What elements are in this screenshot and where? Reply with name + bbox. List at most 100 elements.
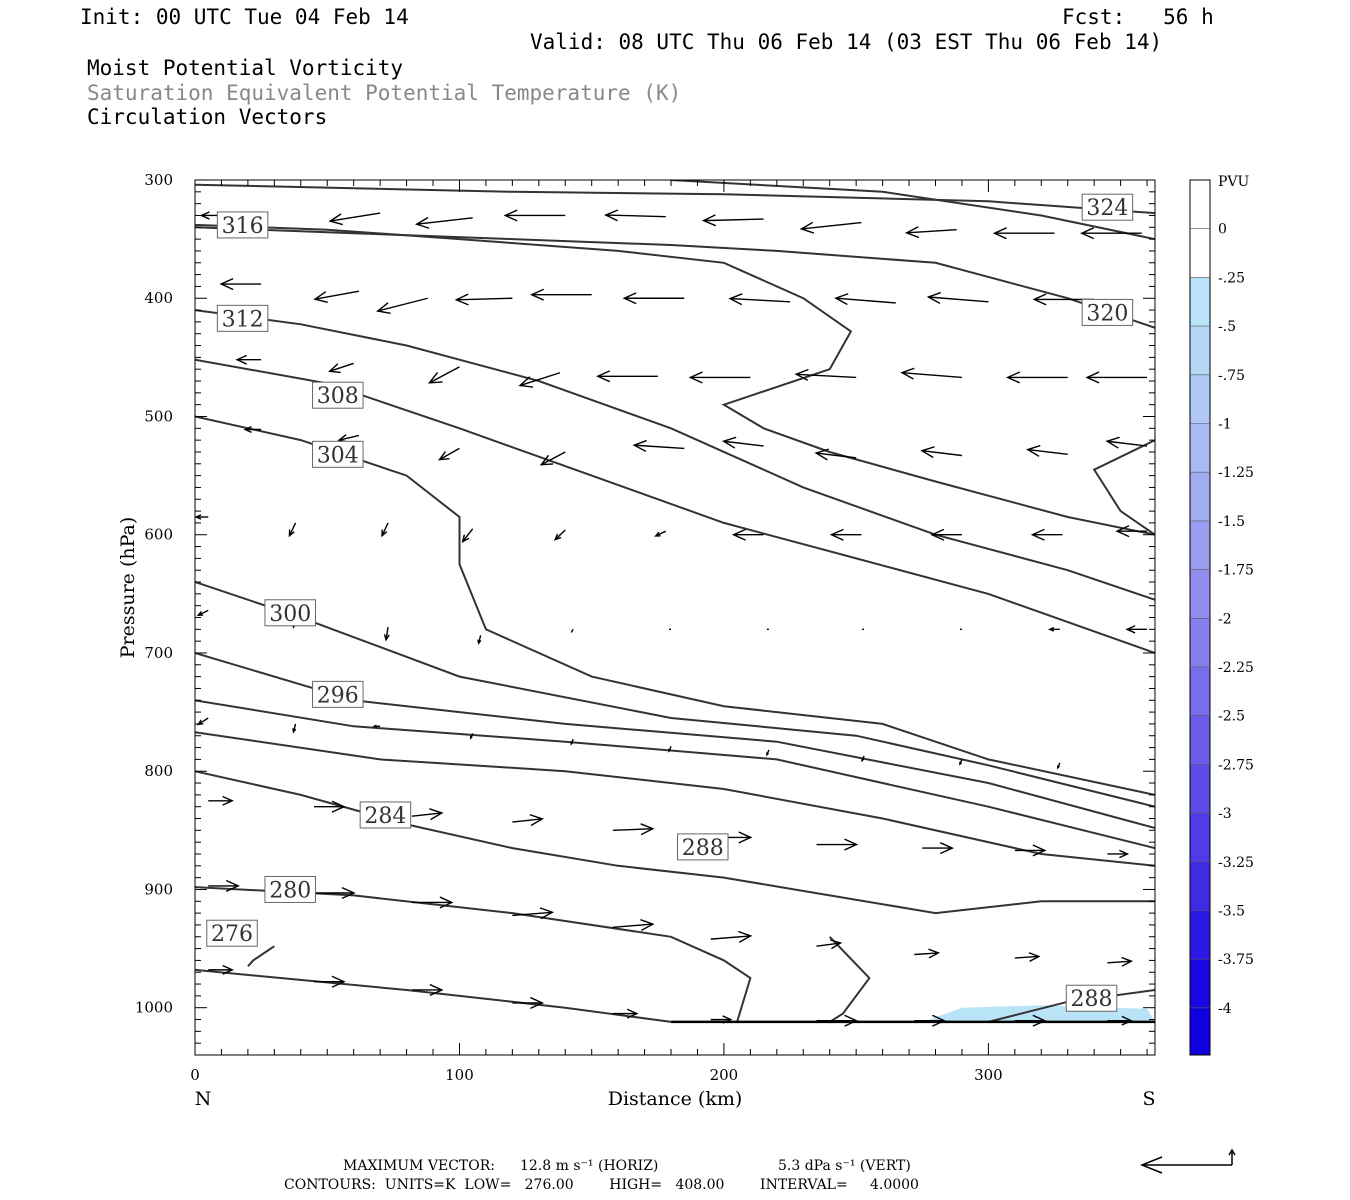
colorbar-swatch: [1190, 910, 1210, 960]
colorbar-label: -2: [1218, 611, 1232, 627]
circulation-vector-head: [530, 996, 545, 1010]
circulation-vector-head: [383, 634, 390, 642]
circulation-vector: [816, 942, 841, 947]
contour-line-288: [195, 731, 1155, 867]
colorbar-swatch: [1190, 861, 1210, 911]
y-tick-label: 900: [144, 880, 173, 898]
contour-label-288: 288: [1071, 987, 1113, 1012]
circulation-vector-head: [1105, 436, 1120, 449]
circulation-vector: [381, 522, 389, 537]
circulation-vector: [655, 530, 667, 537]
circulation-vector: [928, 296, 989, 303]
circulation-vector: [338, 434, 360, 441]
mpv-shading-area: [922, 1005, 1155, 1022]
circulation-vector-head: [1032, 293, 1047, 306]
circulation-vector: [1107, 960, 1132, 964]
contour-label-box: [216, 211, 269, 239]
circulation-vector-head: [570, 741, 574, 746]
circulation-vector-head: [439, 896, 454, 909]
circulation-vector-head: [1048, 626, 1055, 632]
contour-label-box: [216, 304, 269, 332]
circulation-vector-head: [372, 724, 377, 729]
contour-line-276: [195, 968, 672, 1023]
field-title-mpv: Moist Potential Vorticity: [87, 56, 404, 80]
forecast-hour: Fcst: 56 h: [1062, 5, 1214, 29]
circulation-vector-head: [1028, 952, 1041, 963]
circulation-vector: [540, 451, 566, 466]
colorbar-label: -3.75: [1218, 952, 1254, 968]
colorbar-label: 0: [1218, 222, 1227, 238]
circulation-vector: [730, 297, 791, 303]
contour-line-280: [195, 886, 752, 1023]
y-tick-label: 500: [144, 407, 173, 425]
colorbar-label: -1.25: [1218, 465, 1254, 481]
circulation-vector: [1014, 955, 1039, 959]
colorbar-label: -3.25: [1218, 855, 1254, 871]
circulation-vector-head: [539, 454, 554, 466]
colorbar-swatch: [1190, 959, 1210, 1008]
circulation-vector-head: [222, 795, 234, 806]
circulation-vector-head: [738, 831, 753, 844]
circulation-vector-head: [414, 216, 430, 229]
contour-label-304: 304: [317, 443, 359, 468]
circulation-vector-head: [477, 639, 482, 645]
circulation-vector-head: [427, 371, 443, 384]
colorbar-swatch: [1190, 715, 1210, 765]
circulation-vector: [723, 440, 764, 447]
contour-label-312: 312: [222, 307, 264, 332]
circulation-vector: [512, 818, 543, 823]
circulation-vector-head: [331, 800, 346, 813]
y-tick-label: 600: [144, 526, 173, 544]
circulation-vector-head: [688, 371, 703, 384]
max-vector-horiz: 12.8 m s⁻¹ (HORIZ): [520, 1158, 659, 1174]
circulation-vector-head: [243, 425, 252, 434]
contour-label-box: [1081, 193, 1134, 221]
circulation-vector: [554, 529, 566, 541]
circulation-vector-head: [596, 370, 611, 383]
circulation-vector-head: [959, 761, 963, 766]
contour-line-284: [195, 770, 1155, 915]
contour-label-box: [1081, 298, 1134, 326]
circulation-vector-head: [668, 748, 672, 753]
circulation-vector-head: [930, 528, 945, 541]
circulation-vector: [914, 952, 939, 956]
circulation-vector-head: [518, 376, 534, 388]
colorbar-label: -3: [1218, 806, 1232, 822]
circulation-vector-head: [622, 292, 637, 305]
circulation-vector: [901, 371, 962, 379]
circulation-vector-head: [219, 278, 234, 291]
circulation-vector-head: [900, 367, 915, 380]
x-tick-label: 300: [974, 1066, 1003, 1084]
circulation-vector: [330, 212, 381, 222]
circulation-vector-head: [503, 209, 518, 222]
circulation-vector-head: [939, 842, 954, 855]
circulation-vector-head: [1119, 849, 1130, 859]
circulation-vector: [314, 290, 360, 300]
contour-line-280: [828, 936, 871, 1023]
circulation-vector-head: [376, 302, 391, 314]
circulation-vector-head: [554, 533, 562, 541]
circulation-vector-head: [626, 1008, 639, 1019]
contour-line-296: [195, 652, 1155, 829]
circulation-vector: [462, 528, 474, 543]
plot-frame: [194, 179, 1156, 1056]
contour-line-324: [195, 183, 1155, 215]
contour-label-324: 324: [1086, 196, 1128, 221]
circulation-vector-head: [830, 939, 843, 950]
valid-time: Valid: 08 UTC Thu 06 Feb 14 (03 EST Thu …: [530, 30, 1163, 54]
circulation-vector-head: [1026, 444, 1041, 457]
circulation-vector-head: [341, 886, 356, 900]
circulation-vector-head: [799, 221, 815, 234]
circulation-vector-head: [529, 288, 544, 301]
colorbar-swatch: [1190, 472, 1210, 521]
colorbar-swatch: [1190, 520, 1210, 570]
circulation-vector-head: [728, 293, 743, 306]
circulation-vector: [835, 297, 896, 304]
circulation-vector-head: [469, 735, 473, 740]
circulation-vector-head: [331, 975, 346, 988]
circulation-vector: [519, 372, 561, 387]
circulation-vector-head: [766, 752, 770, 757]
circulation-vector-head: [235, 354, 248, 365]
circulation-vector-head: [328, 213, 344, 226]
circulation-vector: [197, 609, 209, 616]
